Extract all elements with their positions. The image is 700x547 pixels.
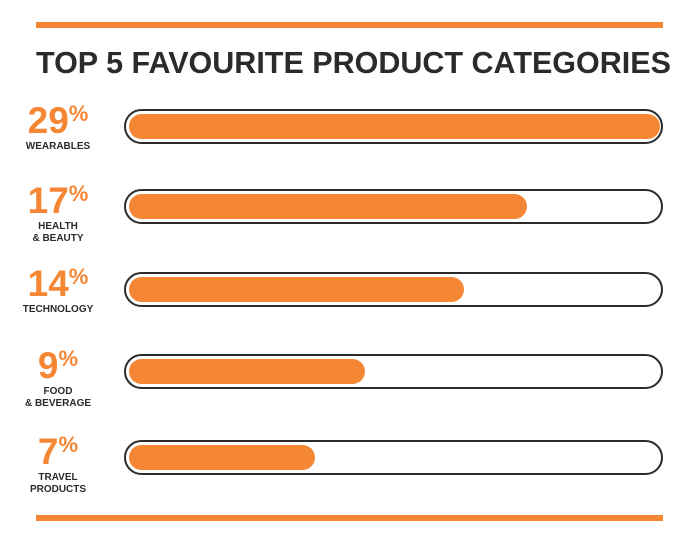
bottom-divider [36, 515, 663, 521]
chart-title: TOP 5 FAVOURITE PRODUCT CATEGORIES [36, 46, 671, 80]
percent-symbol: % [58, 432, 79, 457]
category-label: FOOD & BEVERAGE [24, 386, 92, 409]
bar-row: 14% TECHNOLOGY [0, 265, 700, 345]
percent-symbol: % [58, 346, 79, 371]
value-label: 14% [0, 265, 116, 302]
category-label: TECHNOLOGY [22, 304, 94, 315]
bar-fill [129, 194, 527, 219]
bar-track [124, 189, 663, 224]
bar-track [124, 354, 663, 389]
value-label: 7% [0, 433, 116, 470]
percent-symbol: % [68, 264, 89, 289]
category-label: WEARABLES [25, 141, 91, 152]
category-label: TRAVEL PRODUCTS [29, 472, 87, 495]
percent-symbol: % [68, 101, 89, 126]
value-number: 9 [37, 345, 59, 386]
percent-symbol: % [68, 181, 89, 206]
value-number: 17 [27, 180, 69, 221]
bar-fill [129, 277, 464, 302]
bar-row: 7% TRAVEL PRODUCTS [0, 433, 700, 513]
bar-row: 17% HEALTH & BEAUTY [0, 182, 700, 262]
value-number: 7 [37, 431, 59, 472]
bar-track [124, 440, 663, 475]
top-divider [36, 22, 663, 28]
value-label: 9% [0, 347, 116, 384]
bar-fill [129, 359, 365, 384]
category-label: HEALTH & BEAUTY [32, 221, 84, 244]
bar-track [124, 109, 663, 144]
value-number: 14 [27, 263, 69, 304]
value-label: 29% [0, 102, 116, 139]
value-label: 17% [0, 182, 116, 219]
bar-row: 9% FOOD & BEVERAGE [0, 347, 700, 427]
bar-track [124, 272, 663, 307]
bar-fill [129, 114, 660, 139]
bar-row: 29% WEARABLES [0, 102, 700, 182]
value-number: 29 [27, 100, 69, 141]
bar-fill [129, 445, 315, 470]
